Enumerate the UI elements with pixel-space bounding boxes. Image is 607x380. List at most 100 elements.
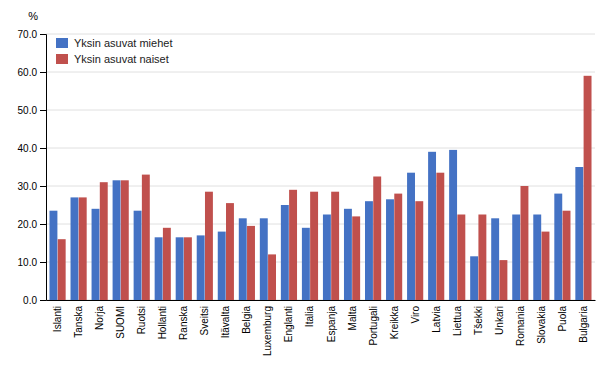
tick: Bulgaria xyxy=(578,306,589,343)
bar xyxy=(268,254,276,300)
bar xyxy=(205,192,213,300)
bar xyxy=(163,228,171,300)
tick-mark xyxy=(40,148,46,149)
tick: Tšekki xyxy=(473,306,484,335)
bar xyxy=(457,215,465,301)
tick-label: Unkari xyxy=(494,306,505,335)
bar xyxy=(155,237,163,300)
axis-line xyxy=(40,35,47,301)
tick: 0.0 xyxy=(23,295,46,306)
tick: Espanja xyxy=(326,306,337,343)
tick-mark xyxy=(40,300,46,301)
bar xyxy=(310,192,318,300)
tick: Ranska xyxy=(178,306,189,340)
bar xyxy=(121,180,129,300)
x-axis: IslantiTanskaNorjaSUOMIRuotsiHollantiRan… xyxy=(47,301,596,357)
tick-label: 40.0 xyxy=(18,143,38,154)
tick-mark xyxy=(40,262,46,263)
bar xyxy=(491,218,499,300)
tick-mark xyxy=(40,72,46,73)
grid-line xyxy=(46,72,595,73)
bar xyxy=(142,175,150,300)
tick-label: Romania xyxy=(515,306,526,346)
bar xyxy=(386,199,394,300)
tick: Malta xyxy=(347,306,358,331)
tick-label: 20.0 xyxy=(18,219,38,230)
tick-mark xyxy=(40,34,46,35)
tick-label: 60.0 xyxy=(18,67,38,78)
tick-label: Ranska xyxy=(178,306,189,340)
axis-line xyxy=(47,300,596,301)
legend-item: Yksin asuvat miehet xyxy=(56,37,172,49)
tick: 10.0 xyxy=(18,257,46,268)
bar xyxy=(344,209,352,300)
tick: Portugali xyxy=(368,306,379,345)
tick: Ruotsi xyxy=(136,306,147,334)
legend-label: Yksin asuvat naiset xyxy=(74,53,169,65)
grid xyxy=(46,34,595,300)
tick-label: Puola xyxy=(557,306,568,332)
tick-label: Sveitsi xyxy=(199,306,210,335)
tick: Kreikka xyxy=(389,306,400,340)
tick-label: Englanti xyxy=(283,306,294,342)
bar xyxy=(239,218,247,300)
tick: Englanti xyxy=(283,306,294,342)
bars xyxy=(49,76,591,300)
bar xyxy=(373,177,381,301)
tick-label: Bulgaria xyxy=(578,306,589,343)
bar xyxy=(49,211,57,300)
tick: Unkari xyxy=(494,306,505,335)
bar xyxy=(331,192,339,300)
bar xyxy=(281,205,289,300)
tick: Sveitsi xyxy=(199,306,210,335)
tick: 40.0 xyxy=(18,143,46,154)
y-axis: 0.010.020.030.040.050.060.070.0 xyxy=(18,29,47,306)
bar xyxy=(563,211,571,300)
legend-swatch xyxy=(56,38,68,48)
bar xyxy=(100,182,108,300)
tick-label: Latvia xyxy=(431,306,442,333)
bar xyxy=(407,173,415,300)
bar xyxy=(323,215,331,301)
tick-label: Belgia xyxy=(241,306,252,334)
tick-label: Tanska xyxy=(73,306,84,338)
bar xyxy=(512,215,520,301)
bar xyxy=(542,232,550,300)
bar xyxy=(365,201,373,300)
bar xyxy=(247,226,255,300)
tick-label: 10.0 xyxy=(18,257,38,268)
bar-series xyxy=(58,76,592,300)
chart: 0.010.020.030.040.050.060.070.0IslantiTa… xyxy=(0,0,607,380)
bar xyxy=(184,237,192,300)
bar xyxy=(520,186,528,300)
bar-series xyxy=(49,150,583,300)
tick: Itävalta xyxy=(220,306,231,339)
bar xyxy=(92,209,100,300)
tick: Italia xyxy=(304,306,315,328)
legend-item: Yksin asuvat naiset xyxy=(56,53,169,65)
bar xyxy=(226,203,234,300)
bar xyxy=(428,152,436,300)
axis-title: % xyxy=(28,10,38,22)
tick: Belgia xyxy=(241,306,252,334)
tick: Viro xyxy=(410,306,421,324)
bar xyxy=(79,197,87,300)
bar xyxy=(436,173,444,300)
bar xyxy=(394,194,402,300)
tick-label: 0.0 xyxy=(23,295,37,306)
tick-label: Hollanti xyxy=(157,306,168,339)
tick-label: Kreikka xyxy=(389,306,400,340)
tick: 70.0 xyxy=(18,29,46,40)
bar xyxy=(499,260,507,300)
tick-label: 50.0 xyxy=(18,105,38,116)
bar xyxy=(575,167,583,300)
tick-label: 70.0 xyxy=(18,29,38,40)
bar xyxy=(71,197,79,300)
plot: 0.010.020.030.040.050.060.070.0IslantiTa… xyxy=(18,29,596,356)
bar xyxy=(176,237,184,300)
tick-label: Tšekki xyxy=(473,306,484,335)
bar xyxy=(134,211,142,300)
tick: Norja xyxy=(94,306,105,330)
tick: Romania xyxy=(515,306,526,346)
bar xyxy=(470,256,478,300)
